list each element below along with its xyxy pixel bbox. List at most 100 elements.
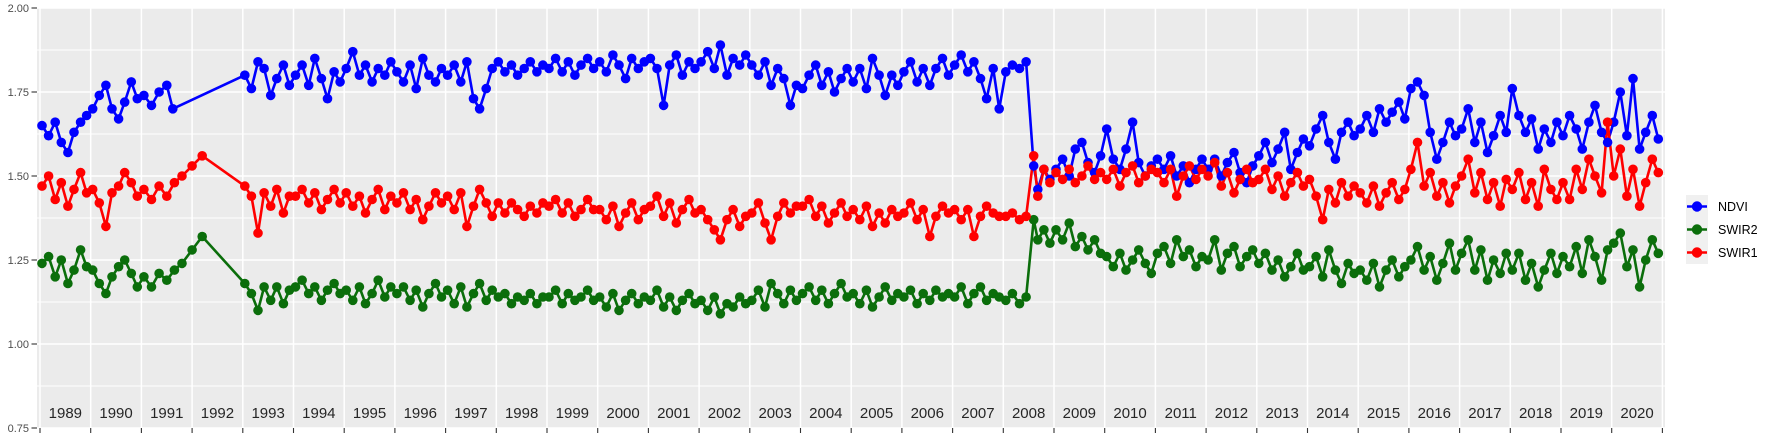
data-point-swir2 — [1178, 251, 1189, 262]
data-point-ndvi — [766, 80, 776, 91]
data-point-swir1 — [418, 214, 428, 225]
data-point-swir2 — [550, 285, 561, 296]
data-point-swir1 — [1191, 174, 1201, 185]
data-point-swir2 — [899, 292, 909, 302]
data-point-swir1 — [94, 198, 105, 208]
data-point-swir2 — [1564, 261, 1575, 272]
data-point-swir1 — [360, 208, 371, 218]
data-point-ndvi — [1520, 127, 1531, 138]
data-point-swir1 — [931, 211, 941, 222]
data-point-ndvi — [154, 87, 164, 97]
data-point-ndvi — [392, 67, 402, 77]
data-point-swir1 — [1634, 201, 1645, 211]
data-point-swir1 — [519, 211, 529, 222]
data-point-swir1 — [1343, 191, 1353, 201]
data-point-ndvi — [1343, 117, 1353, 127]
data-point-swir2 — [1247, 245, 1258, 255]
data-point-ndvi — [797, 83, 808, 94]
data-point-ndvi — [1539, 124, 1550, 134]
data-point-swir2 — [1165, 258, 1176, 269]
data-point-swir2 — [405, 295, 415, 306]
data-point-ndvi — [1394, 97, 1404, 107]
data-point-swir1 — [265, 201, 276, 211]
data-point-ndvi — [1033, 184, 1043, 195]
data-point-ndvi — [1444, 117, 1455, 127]
data-point-swir2 — [37, 258, 47, 269]
data-point-swir2 — [525, 288, 536, 299]
data-point-swir1 — [1028, 151, 1039, 161]
data-point-swir1 — [899, 208, 909, 218]
data-point-ndvi — [50, 117, 60, 127]
data-point-swir2 — [1279, 272, 1290, 282]
data-point-swir2 — [684, 288, 694, 299]
data-point-ndvi — [449, 60, 460, 70]
data-point-ndvi — [1304, 141, 1315, 151]
data-point-swir1 — [1622, 191, 1632, 201]
data-point-swir1 — [1070, 177, 1081, 188]
x-axis-year-label: 2005 — [860, 405, 893, 422]
data-point-ndvi — [380, 70, 390, 80]
data-point-swir1 — [1159, 177, 1169, 188]
data-point-swir2 — [367, 288, 377, 299]
data-point-ndvi — [1387, 107, 1397, 117]
data-point-ndvi — [424, 70, 434, 80]
data-point-swir1 — [1456, 171, 1467, 181]
data-point-ndvi — [474, 104, 485, 114]
data-point-swir2 — [1602, 245, 1613, 255]
data-point-swir2 — [107, 272, 117, 282]
data-point-ndvi — [240, 70, 250, 80]
data-point-swir2 — [354, 282, 365, 292]
data-point-swir1 — [1495, 201, 1505, 211]
data-point-swir1 — [937, 201, 948, 211]
data-point-swir2 — [348, 295, 358, 306]
data-point-ndvi — [1488, 130, 1499, 141]
data-point-ndvi — [899, 67, 909, 77]
data-point-swir2 — [1634, 282, 1645, 292]
data-point-swir2 — [1101, 251, 1112, 262]
data-point-swir1 — [1653, 167, 1664, 178]
data-point-swir1 — [1133, 177, 1144, 188]
data-point-ndvi — [817, 80, 827, 91]
data-point-ndvi — [1021, 57, 1031, 67]
data-point-swir1 — [614, 221, 624, 232]
data-point-swir2 — [297, 275, 307, 286]
data-point-swir2 — [1501, 248, 1511, 259]
data-point-swir1 — [728, 204, 738, 215]
data-point-swir2 — [829, 288, 840, 299]
data-point-swir2 — [1444, 238, 1455, 248]
data-point-swir2 — [1622, 261, 1632, 272]
data-point-swir1 — [1121, 167, 1131, 178]
data-point-swir1 — [449, 204, 460, 215]
data-point-swir1 — [322, 194, 333, 205]
x-axis-year-label: 1997 — [454, 405, 487, 422]
data-point-swir1 — [1127, 161, 1138, 171]
data-point-ndvi — [1634, 144, 1645, 154]
x-axis-year-label: 1996 — [404, 405, 437, 422]
x-axis-year-label: 1994 — [302, 405, 335, 422]
data-point-swir1 — [1260, 164, 1271, 175]
data-point-swir2 — [810, 295, 821, 306]
data-point-swir1 — [1267, 184, 1277, 195]
data-point-ndvi — [481, 83, 492, 94]
data-point-ndvi — [734, 60, 745, 70]
data-point-ndvi — [386, 57, 396, 67]
data-point-swir2 — [855, 298, 865, 309]
data-point-swir1 — [1171, 191, 1182, 201]
data-point-ndvi — [1406, 83, 1416, 94]
data-point-swir1 — [405, 204, 415, 215]
data-point-swir1 — [1222, 167, 1233, 178]
data-point-ndvi — [570, 70, 580, 80]
data-point-ndvi — [1324, 137, 1334, 148]
data-point-swir1 — [1324, 184, 1334, 195]
data-point-swir2 — [63, 278, 73, 289]
data-point-swir2 — [1021, 292, 1031, 302]
data-point-ndvi — [1292, 147, 1303, 158]
data-point-ndvi — [1222, 157, 1233, 168]
data-point-ndvi — [848, 77, 858, 87]
data-point-swir2 — [132, 282, 143, 292]
data-point-swir1 — [87, 184, 98, 195]
data-point-swir2 — [772, 288, 783, 299]
data-point-swir2 — [1159, 241, 1169, 252]
data-point-swir2 — [456, 282, 466, 292]
data-point-ndvi — [823, 67, 834, 77]
